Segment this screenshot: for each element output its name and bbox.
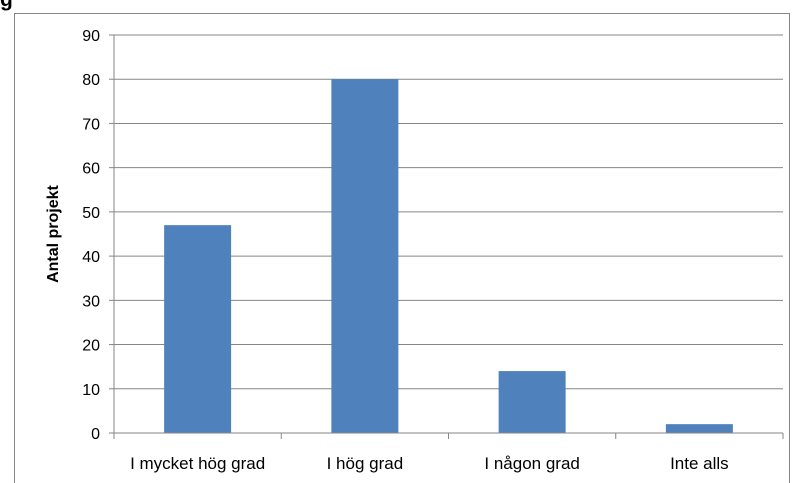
y-tick-label: 20 <box>82 338 100 355</box>
y-tick-label: 0 <box>91 426 100 443</box>
y-tick-label: 30 <box>82 293 100 310</box>
bar <box>665 424 733 433</box>
bar <box>498 371 566 433</box>
y-tick-label: 80 <box>82 72 100 89</box>
axes <box>109 34 784 439</box>
y-tick-label: 50 <box>82 205 100 222</box>
x-tick-label: I mycket hög grad <box>130 454 265 473</box>
y-tick-labels: 0 10 20 30 40 50 60 70 80 90 <box>82 28 100 443</box>
bar <box>331 79 399 433</box>
bars <box>164 79 733 433</box>
y-axis-label: Antal projekt <box>45 184 62 282</box>
y-tick-label: 10 <box>82 382 100 399</box>
y-tick-label: 60 <box>82 161 100 178</box>
chart-title-fragment: g <box>0 0 13 12</box>
x-tick-label: Inte alls <box>670 454 729 473</box>
x-tick-label: I någon grad <box>484 454 579 473</box>
y-tick-label: 90 <box>82 28 100 45</box>
y-tick-label: 40 <box>82 249 100 266</box>
chart-frame <box>14 13 790 483</box>
x-tick-labels: I mycket hög grad I hög grad I någon grad I… <box>130 454 729 473</box>
x-tick-label: I hög grad <box>327 454 404 473</box>
bar <box>164 225 232 433</box>
y-tick-label: 70 <box>82 116 100 133</box>
